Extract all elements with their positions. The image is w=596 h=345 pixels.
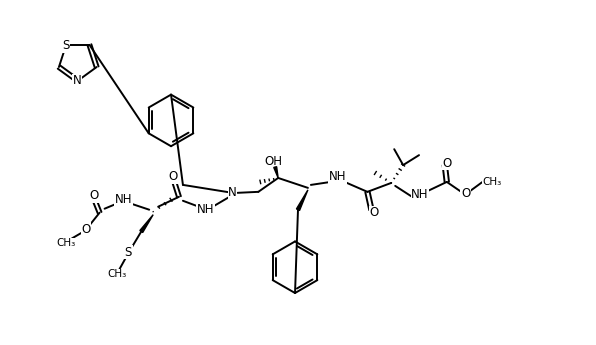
Text: N: N xyxy=(228,186,237,199)
Text: NH: NH xyxy=(411,188,429,201)
Polygon shape xyxy=(140,215,153,233)
Text: O: O xyxy=(370,206,379,219)
Text: CH₃: CH₃ xyxy=(56,238,76,248)
Text: O: O xyxy=(81,223,91,236)
Text: S: S xyxy=(125,246,132,259)
Text: CH₃: CH₃ xyxy=(108,269,127,279)
Text: S: S xyxy=(63,39,70,52)
Text: O: O xyxy=(442,157,451,170)
Text: NH: NH xyxy=(197,203,215,216)
Text: N: N xyxy=(73,74,81,87)
Text: O: O xyxy=(461,187,470,200)
Text: NH: NH xyxy=(329,170,346,184)
Text: O: O xyxy=(89,189,98,202)
Text: NH: NH xyxy=(114,193,132,206)
Text: CH₃: CH₃ xyxy=(483,177,502,187)
Polygon shape xyxy=(274,167,278,178)
Polygon shape xyxy=(296,190,308,210)
Text: OH: OH xyxy=(264,155,282,168)
Text: O: O xyxy=(169,170,178,184)
